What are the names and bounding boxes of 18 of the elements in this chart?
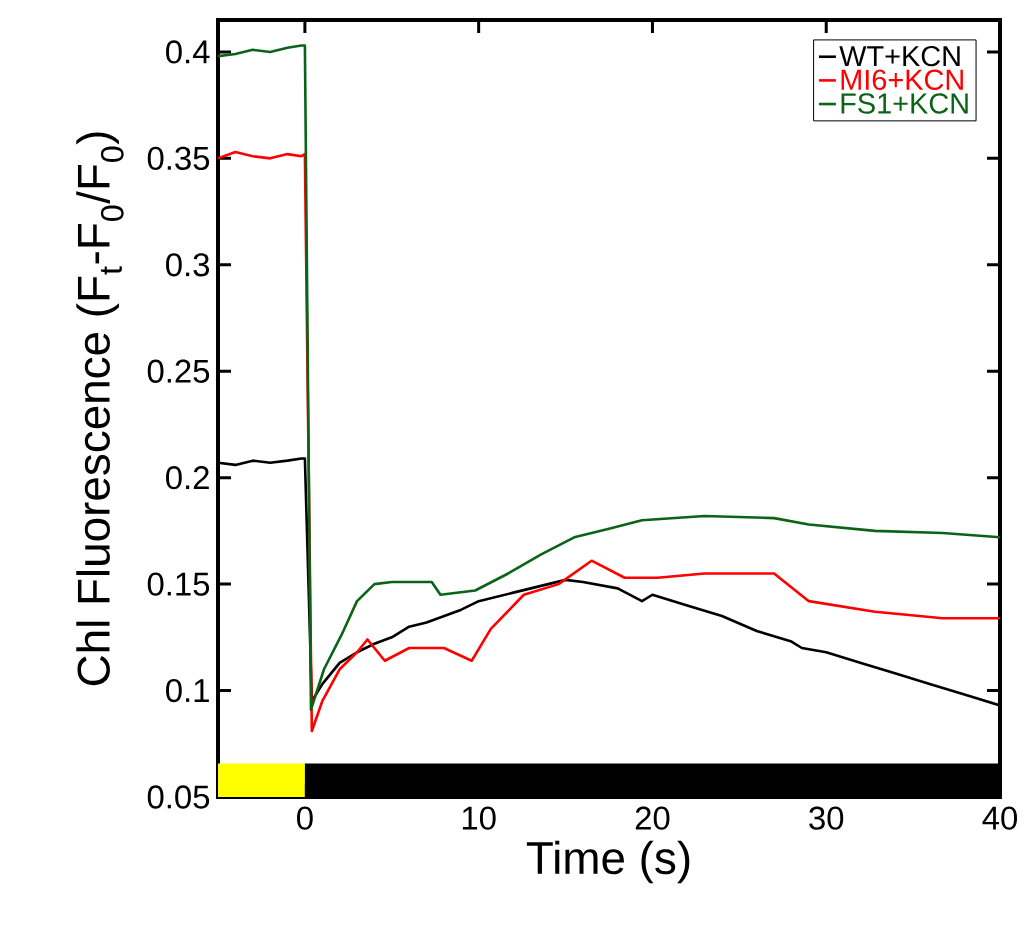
x-axis-title: Time (s) [526,840,690,884]
x-tick-label: 40 [982,806,1017,830]
legend-label: FS1+KCN [841,93,968,114]
x-tick-label: 10 [462,806,496,830]
legend-label: MI6+KCN [841,69,963,91]
y-tick-label: 0.3 [166,253,210,277]
legend-label: WT+KCN [839,45,960,67]
x-tick-label: 30 [809,806,844,830]
y-tick-label: 0.35 [147,146,210,171]
y-tick-label: 0.15 [147,572,210,596]
x-tick-label: 20 [635,806,670,830]
y-tick-label: 0.1 [166,678,209,703]
y-tick-label: 0.25 [147,359,210,383]
y-tick-label: 0.2 [166,466,209,490]
y-tick-label: 0.4 [166,40,210,64]
x-tick-label: 0 [297,806,313,830]
y-axis-title: Chl Fluorescence (F$_{t}$-F$_{0}$/F$_{0}$) [76,132,124,686]
y-tick-label: 0.05 [147,785,210,809]
